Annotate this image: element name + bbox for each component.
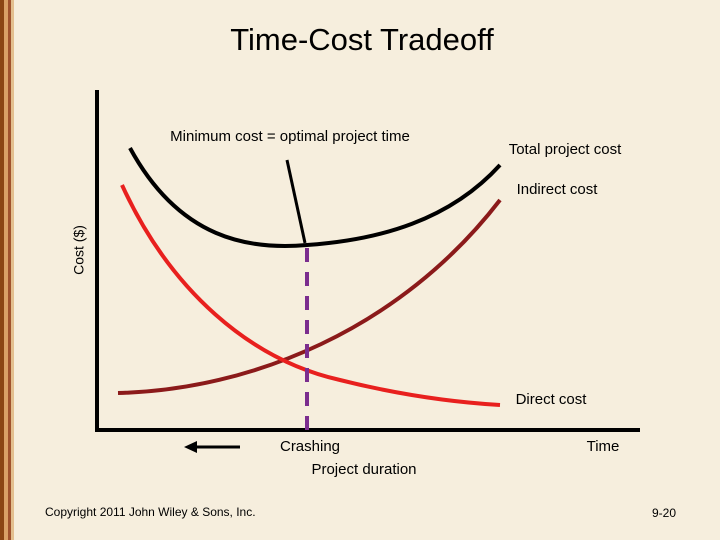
- duration-label: Project duration: [311, 461, 416, 478]
- total-label: Total project cost: [509, 141, 622, 158]
- optimum-label: Minimum cost = optimal project time: [170, 128, 410, 145]
- border-stripe: [4, 0, 8, 540]
- indirect-cost-curve: [117, 198, 502, 395]
- page-number: 9-20: [652, 506, 676, 520]
- direct-label: Direct cost: [516, 391, 588, 408]
- border-stripe: [0, 0, 4, 540]
- direct-cost-curve: [120, 184, 501, 407]
- border-stripe: [8, 0, 11, 540]
- copyright: Copyright 2011 John Wiley & Sons, Inc.: [45, 505, 256, 519]
- y-axis-label: Cost ($): [71, 225, 87, 275]
- crashing-label: Crashing: [280, 438, 340, 455]
- indirect-label: Indirect cost: [517, 181, 599, 198]
- total-cost-curve: [128, 147, 502, 249]
- border-stripe: [11, 0, 14, 540]
- arrow-head: [184, 441, 197, 453]
- title: Time-Cost Tradeoff: [230, 22, 494, 57]
- pointer-line: [285, 159, 307, 244]
- time-label: Time: [587, 438, 620, 455]
